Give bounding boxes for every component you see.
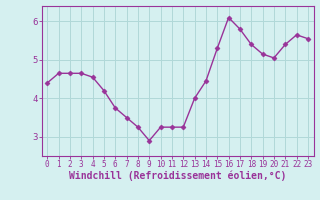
X-axis label: Windchill (Refroidissement éolien,°C): Windchill (Refroidissement éolien,°C) xyxy=(69,171,286,181)
